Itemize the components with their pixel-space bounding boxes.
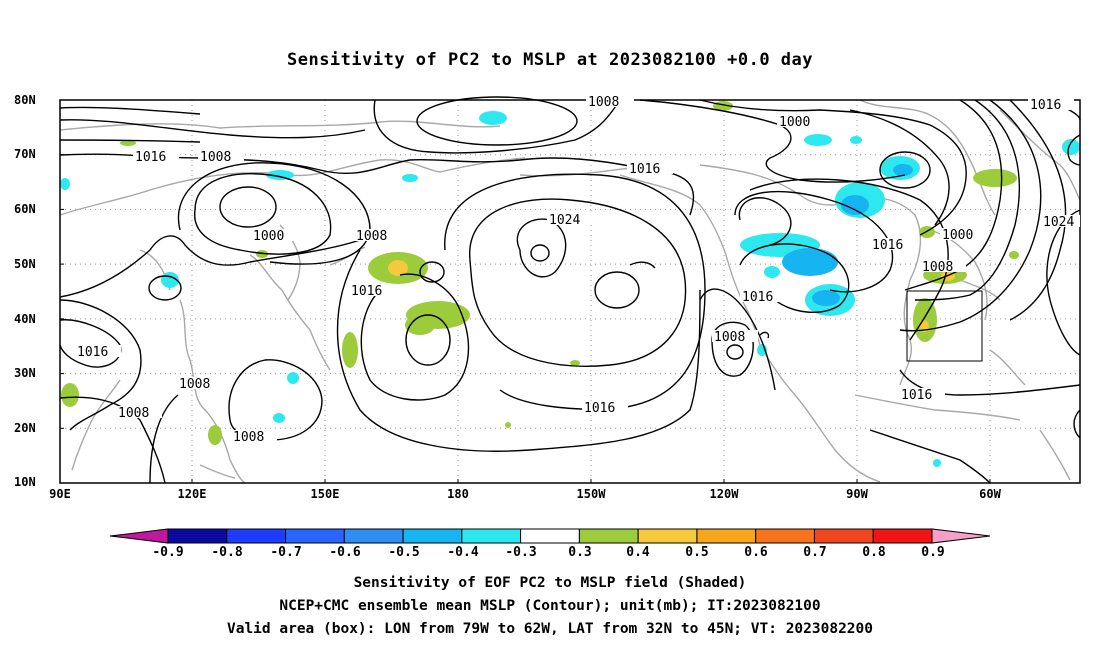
contour-label: 1016 (584, 401, 615, 416)
contour-label: 1008 (714, 330, 745, 345)
lon-label: 60W (979, 487, 1001, 501)
contour-labels: 1008 1016 1008 1000 1008 1016 1016 1008 … (75, 95, 1080, 445)
contour-label: 1000 (942, 228, 973, 243)
tick-marks (60, 99, 991, 484)
grid-lines (60, 100, 1080, 483)
lon-label: 90W (846, 487, 868, 501)
contour-label: 1008 (179, 377, 210, 392)
colorbar-label: 0.5 (685, 545, 709, 560)
lat-label: 80N (14, 93, 36, 107)
contour-label: 1008 (118, 406, 149, 421)
colorbar-cell (285, 528, 345, 544)
lat-label: 70N (14, 147, 36, 161)
contour-label: 1008 (233, 430, 264, 445)
contour-label: 1016 (77, 345, 108, 360)
lon-label: 120W (709, 487, 739, 501)
colorbar-label: 0.3 (568, 545, 592, 560)
colorbar-label: -0.6 (329, 545, 361, 560)
colorbar-label: 0.6 (744, 545, 768, 560)
colorbar-label: -0.9 (152, 545, 184, 560)
contour-label: 1008 (356, 229, 387, 244)
contour-label: 1000 (779, 115, 810, 130)
colorbar-label: 0.9 (921, 545, 945, 560)
contour-label: 1008 (200, 150, 231, 165)
colorbar-label: -0.4 (447, 545, 479, 560)
colorbar-label: -0.5 (388, 545, 420, 560)
colorbar-label: -0.3 (505, 545, 537, 560)
contour-label: 1016 (351, 284, 382, 299)
lat-label: 30N (14, 366, 36, 380)
colorbar-cell (520, 528, 580, 544)
contour-label: 1024 (549, 213, 580, 228)
colorbar-cell (343, 528, 404, 544)
lon-label: 120E (177, 487, 207, 501)
lon-label: 150E (310, 487, 340, 501)
colorbar-cell (755, 528, 815, 544)
colorbar-cell (872, 528, 933, 544)
caption-contour: NCEP+CMC ensemble mean MSLP (Contour); u… (279, 598, 821, 614)
contour-label: 1016 (901, 388, 932, 403)
contour-label: 1016 (742, 290, 773, 305)
caption-valid-area: Valid area (box): LON from 79W to 62W, L… (226, 621, 873, 637)
colorbar-cell (637, 528, 698, 544)
lon-label: 90E (49, 487, 71, 501)
lat-label: 10N (14, 475, 36, 489)
valid-area-box (906, 290, 983, 362)
lon-label: 150W (576, 487, 606, 501)
lon-label: 180 (447, 487, 469, 501)
colorbar-label: -0.7 (270, 545, 302, 560)
contour-label: 1024 (1043, 215, 1074, 230)
lat-label: 50N (14, 257, 36, 271)
colorbar-label: -0.8 (211, 545, 243, 560)
colorbar-label: 0.7 (803, 545, 827, 560)
colorbar-cell (226, 528, 287, 544)
colorbar-cell (813, 528, 874, 544)
colorbar-label: 0.4 (626, 545, 650, 560)
contour-label: 1016 (629, 162, 660, 177)
colorbar-cell (167, 528, 228, 544)
colorbar (109, 528, 991, 544)
colorbar-cell (402, 528, 463, 544)
contour-label: 1000 (253, 229, 284, 244)
colorbar-cell (578, 528, 639, 544)
colorbar-label: 0.8 (862, 545, 886, 560)
contour-label: 1016 (135, 150, 166, 165)
contour-label: 1008 (588, 95, 619, 110)
colorbar-cell (696, 528, 757, 544)
map-title: Sensitivity of PC2 to MSLP at 2023082100… (286, 50, 813, 70)
contour-label: 1016 (1030, 98, 1061, 113)
colorbar-cell (461, 528, 522, 544)
lat-label: 40N (14, 312, 36, 326)
contour-label: 1016 (872, 238, 903, 253)
lat-label: 20N (14, 421, 36, 435)
contour-label: 1008 (922, 260, 953, 275)
mslp-contours (59, 96, 1081, 484)
lat-label: 60N (14, 202, 36, 216)
caption-shaded: Sensitivity of EOF PC2 to MSLP field (Sh… (353, 575, 747, 591)
